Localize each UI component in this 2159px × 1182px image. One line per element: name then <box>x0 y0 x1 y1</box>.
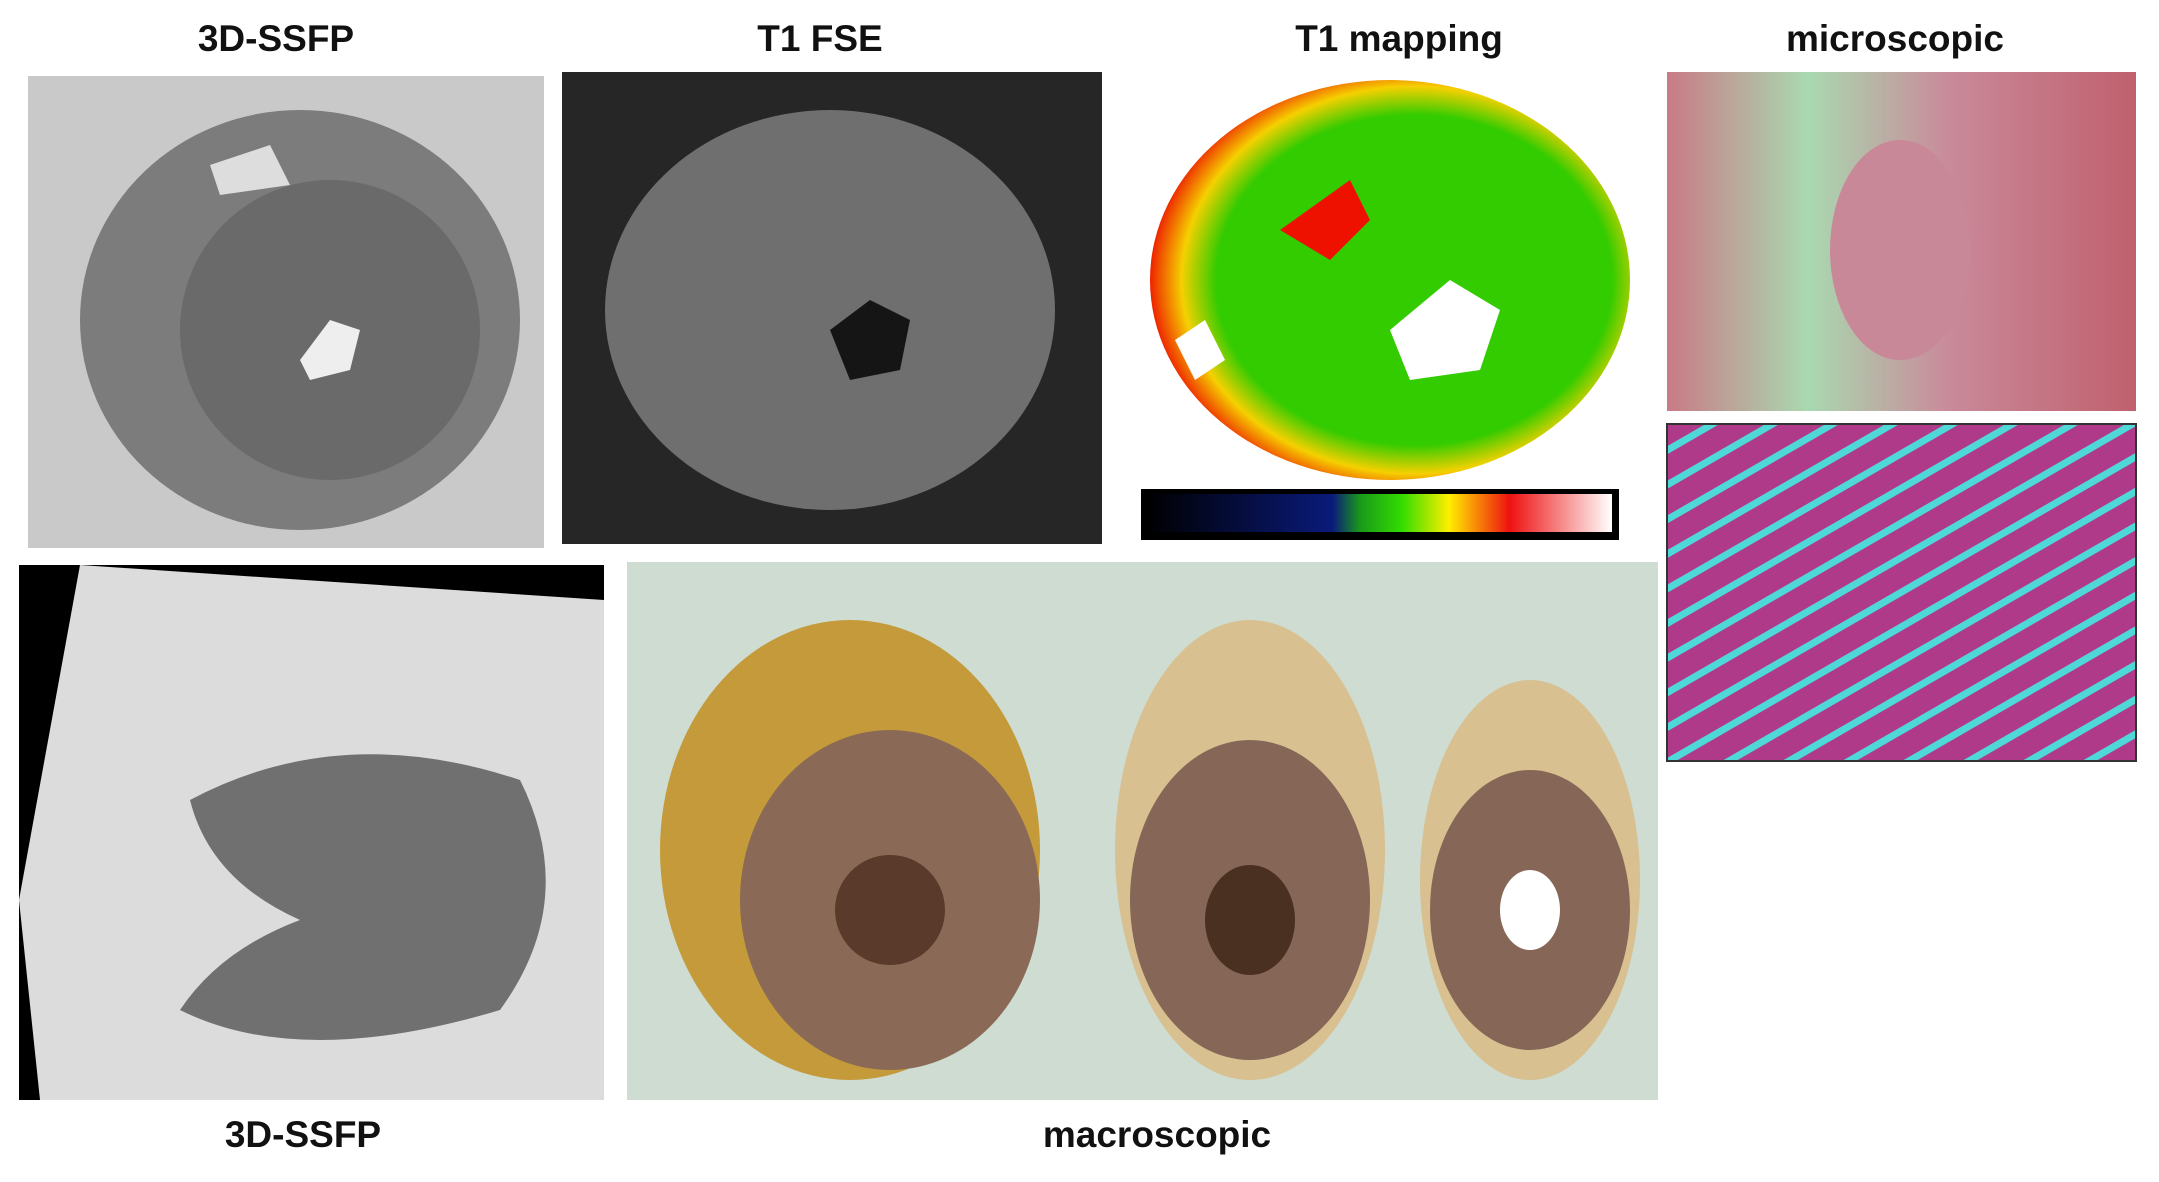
panel-label: T1 mapping <box>1295 18 1503 59</box>
panel-label: microscopic <box>1786 18 2004 59</box>
panel-label: 3D-SSFP <box>225 1114 381 1155</box>
panel-label: macroscopic <box>1043 1114 1271 1155</box>
panel-label: 3D-SSFP <box>198 18 354 59</box>
mri-ssfp-image <box>19 565 604 1100</box>
gross-specimen-photo <box>627 562 1658 1100</box>
mri-t1fse-image <box>562 72 1102 544</box>
histology-image <box>1667 72 2136 411</box>
histology-image <box>1666 423 2137 762</box>
t1-map-image <box>1150 80 1630 480</box>
colorbar <box>1141 489 1619 540</box>
mri-ssfp-image <box>28 76 544 548</box>
panel-label: T1 FSE <box>757 18 882 59</box>
